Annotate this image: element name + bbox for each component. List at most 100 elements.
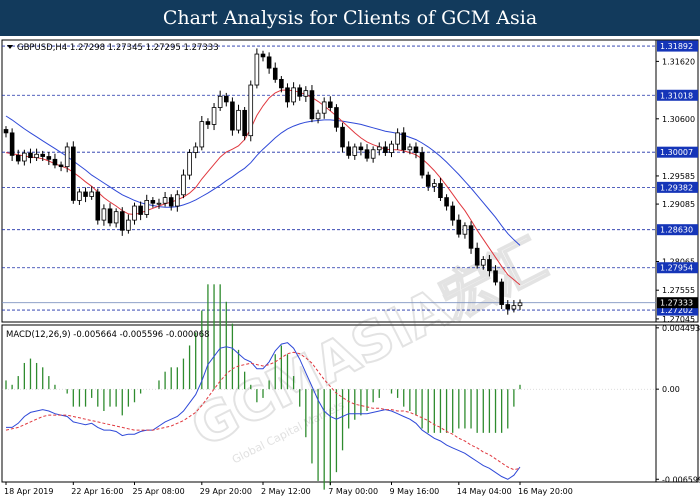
level-badge (657, 40, 698, 52)
candle-body (150, 200, 156, 204)
ma-fast-line (5, 89, 521, 286)
candle-body (175, 194, 180, 207)
candle-body (230, 101, 235, 131)
candle-body (236, 109, 241, 131)
candle-body (450, 205, 455, 221)
level-badge (657, 262, 698, 274)
candle-body (376, 146, 382, 151)
candle-body (40, 153, 46, 157)
time-tick-label: 2 May 12:00 (261, 487, 311, 496)
candle-body (511, 305, 517, 310)
price-tick-label: 1.27045 (662, 315, 695, 324)
time-tick-label: 14 May 04:00 (457, 487, 512, 496)
level-badge-label: 1.29382 (660, 183, 693, 192)
candle-body (260, 53, 266, 58)
candle-body (517, 302, 523, 307)
candle-body (328, 101, 333, 108)
macd-tick-label: 0.004493 (662, 324, 700, 333)
candle-body (505, 304, 511, 310)
price-axis-ticks: 1.31620 1.30600 1.29585 1.29085 1.28065 1.275… (656, 57, 695, 324)
candle-body (58, 164, 64, 168)
time-tick-label: 18 Apr 2019 (4, 487, 53, 496)
candle-body (487, 259, 492, 272)
candle-body (242, 109, 247, 137)
candle-body (346, 146, 351, 156)
candle-body (444, 197, 449, 207)
candle-body (28, 152, 33, 159)
candle-body (89, 191, 94, 197)
candle-body (315, 112, 321, 120)
horizontal-levels (2, 45, 656, 311)
candle-body (138, 205, 143, 215)
candle-body (358, 146, 364, 151)
candle-body (181, 174, 186, 196)
candle-body (321, 101, 327, 114)
level-badge-label: 1.27202 (660, 306, 693, 315)
candle-body (462, 225, 468, 235)
candle-body (395, 132, 400, 145)
candle-body (432, 183, 437, 187)
candle-body (199, 121, 205, 148)
candle-body (211, 107, 217, 125)
panel-collapse-icon (7, 45, 13, 49)
moving-averages (5, 89, 521, 286)
candle-body (266, 56, 272, 69)
candle-body (217, 95, 223, 108)
candle-body (95, 191, 101, 221)
candle-body (272, 67, 278, 80)
candle-body (34, 153, 39, 159)
candle-body (297, 87, 303, 97)
level-badge-label: 1.27954 (660, 264, 693, 273)
candle-body (22, 152, 27, 162)
candle-body (77, 191, 82, 201)
price-tick-label: 1.31620 (662, 57, 695, 66)
level-badge-label: 1.30007 (660, 148, 693, 157)
time-axis-ticks: 18 Apr 2019 22 Apr 16:00 25 Apr 08:00 29 Ap… (4, 482, 573, 496)
macd-histogram (5, 284, 521, 490)
time-tick-label: 9 May 16:00 (390, 487, 440, 496)
candle-body (132, 205, 137, 221)
time-tick-label: 16 May 20:00 (518, 487, 573, 496)
candle-body (419, 152, 425, 176)
candle-body (52, 158, 58, 166)
candle-body (474, 247, 480, 266)
price-tick-label: 1.29085 (662, 200, 695, 209)
candle-body (389, 143, 394, 153)
ma-slow-line (5, 115, 521, 246)
candle-body (126, 219, 131, 231)
candle-body (499, 281, 504, 305)
candle-body (3, 129, 9, 134)
candle-body (493, 270, 498, 283)
macd-axis-ticks: 0.004493 0.00 -0.006599 (656, 324, 700, 484)
chart-svg: GCMASIA宏汇 Global Capital Markets 1.31620… (1, 39, 700, 496)
level-badge (657, 181, 698, 193)
level-badge (657, 224, 698, 236)
price-badges: 1.31892 1.31018 1.30007 1.29382 1.28630 1.279… (657, 40, 698, 316)
price-panel-frame (1, 39, 699, 323)
candle-body (162, 197, 168, 204)
candle-body (101, 208, 107, 221)
candle-body (303, 90, 309, 97)
price-tick-label: 1.27555 (662, 286, 695, 295)
candle-body (285, 87, 290, 103)
candle-body (248, 84, 254, 137)
candle-body (438, 183, 443, 199)
time-tick-label: 25 Apr 08:00 (133, 487, 185, 496)
candle-body (187, 152, 192, 176)
chart-title: Chart Analysis for Clients of GCM Asia (0, 0, 700, 36)
candle-body (113, 211, 119, 224)
candle-body (193, 146, 198, 153)
price-tick-label: 1.30600 (662, 115, 695, 124)
candle-body (279, 79, 284, 89)
macd-tick-label: 0.00 (662, 385, 680, 394)
level-badge-label: 1.31892 (660, 42, 693, 51)
candle-body (425, 174, 431, 187)
macd-tick-label: -0.006599 (662, 475, 700, 484)
candle-body (383, 146, 388, 153)
candlesticks (3, 48, 523, 315)
candle-body (352, 146, 358, 156)
candle-body (291, 87, 296, 103)
candle-body (156, 202, 162, 205)
candle-body (83, 191, 88, 197)
candle-body (480, 259, 486, 266)
